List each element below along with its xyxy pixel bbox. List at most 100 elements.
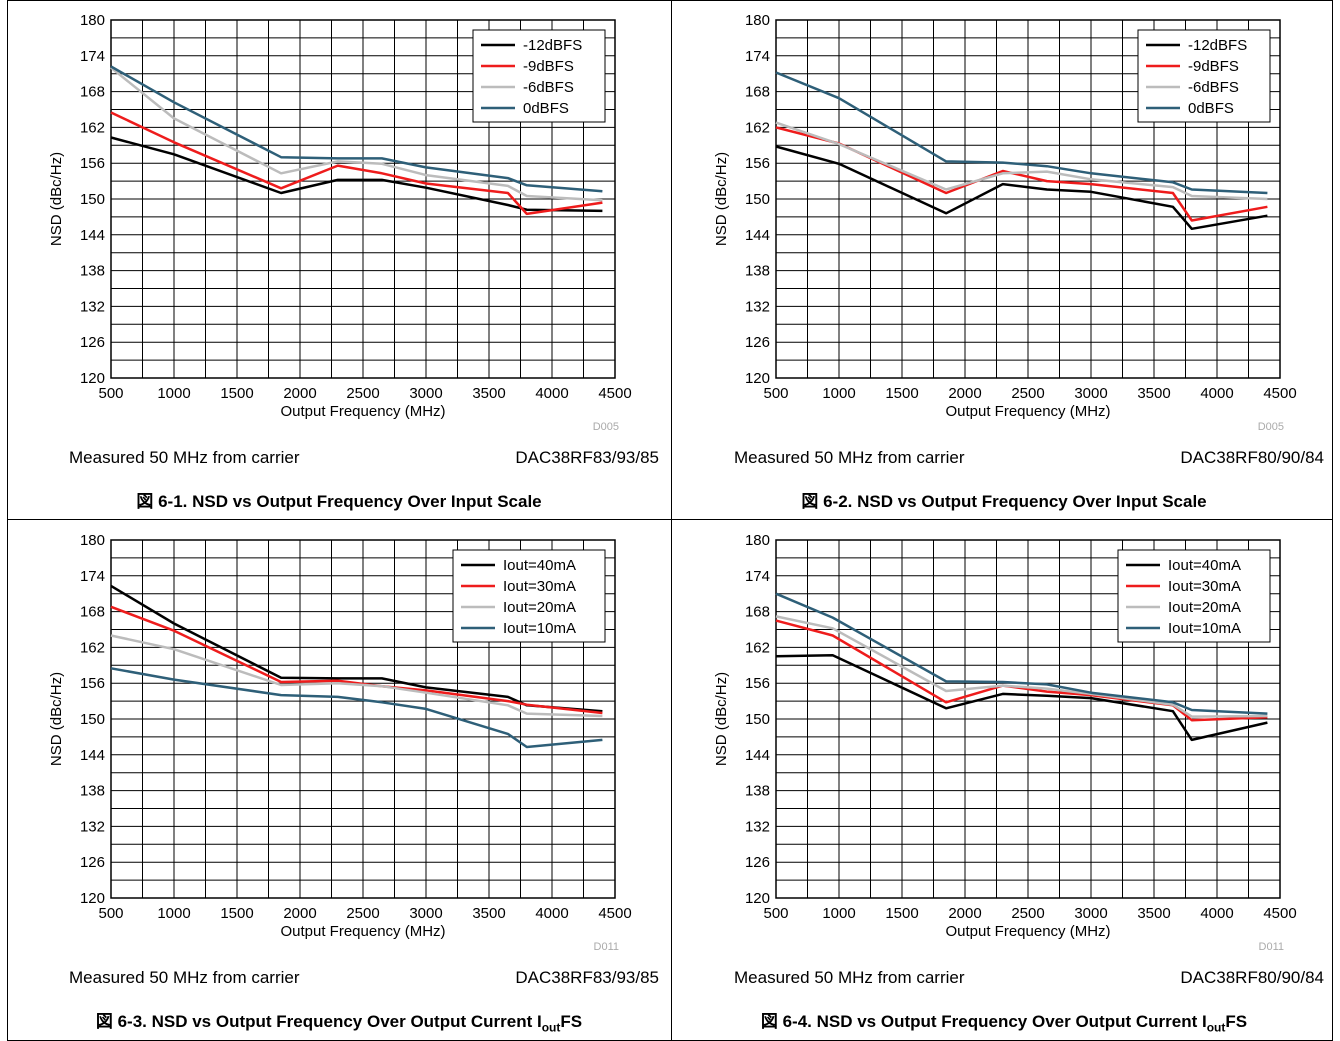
y-tick-label: 150 [80,711,105,728]
y-tick-label: 168 [80,84,105,101]
y-tick-label: 150 [745,711,770,728]
series-line [110,65,603,193]
x-axis-label: Output Frequency (MHz) [945,923,1110,940]
legend-label: -9dBFS [1188,58,1239,75]
footnote-part-numbers: DAC38RF83/93/85 [515,968,659,987]
series-line [775,145,1268,231]
y-tick-label: 180 [80,532,105,549]
figure-code: D005 [593,421,619,433]
x-tick-label: 2500 [1011,905,1044,922]
caption-subscript: out [1206,1020,1226,1035]
y-tick-label: 162 [80,119,105,136]
figure-panel-2: 120 126 132 138 144 150 156 162 168 174 180 500 1000… [672,0,1336,519]
x-tick-label: 3000 [1074,905,1107,922]
y-tick-label: 138 [745,263,770,280]
x-tick-label: 1000 [157,905,190,922]
y-tick-label: 132 [745,298,770,315]
y-tick-label: 150 [80,191,105,208]
y-axis-label: NSD (dBc/Hz) [48,152,65,246]
x-tick-label: 2500 [346,385,379,402]
figure-caption: 図 6-4. NSD vs Output Frequency Over Outp… [672,1007,1336,1034]
y-tick-label: 174 [745,48,770,65]
series-line [775,619,1268,722]
x-tick-label: 3000 [409,385,442,402]
series-line [775,615,1268,718]
series-line [110,111,603,216]
caption-text: 図 6-4. NSD vs Output Frequency Over Outp… [760,1012,1207,1031]
y-tick-label: 126 [80,334,105,351]
footnote-measurement: Measured 50 MHz from carrier [734,448,965,467]
figure-caption: 図 6-1. NSD vs Output Frequency Over Inpu… [136,492,542,511]
y-tick-label: 168 [745,604,770,621]
x-tick-label: 4000 [1200,905,1233,922]
grid-divider-horizontal [7,519,1333,520]
legend-label: Iout=10mA [1168,620,1241,637]
y-tick-label: 120 [80,890,105,907]
x-axis-label: Output Frequency (MHz) [280,403,445,420]
legend-label: Iout=10mA [503,620,576,637]
series-line [110,667,603,749]
grid-border-left [7,0,8,1041]
x-tick-label: 2000 [283,385,316,402]
legend-label: 0dBFS [1188,100,1234,117]
footnote-measurement: Measured 50 MHz from carrier [69,448,300,467]
nsd-chart-4: 120 126 132 138 144 150 156 162 168 174 180 500 1000… [713,532,1297,953]
y-tick-label: 138 [80,263,105,280]
y-tick-label: 132 [80,298,105,315]
x-tick-label: 4500 [598,905,631,922]
y-tick-label: 126 [745,334,770,351]
legend-label: Iout=20mA [1168,599,1241,616]
nsd-chart-2: 120 126 132 138 144 150 156 162 168 174 180 500 1000… [713,12,1297,433]
legend-label: Iout=40mA [503,557,576,574]
y-axis-label: NSD (dBc/Hz) [713,152,730,246]
x-tick-label: 1000 [822,385,855,402]
x-tick-label: 3500 [472,385,505,402]
grid-border-top [7,0,1333,1]
caption-subscript: out [541,1020,561,1035]
x-axis-label: Output Frequency (MHz) [280,923,445,940]
footnote-measurement: Measured 50 MHz from carrier [734,968,965,987]
x-tick-label: 4500 [1263,905,1296,922]
x-tick-label: 1500 [885,385,918,402]
grid-divider-vertical [671,0,672,1041]
series-line [775,121,1268,201]
x-tick-label: 4500 [1263,385,1296,402]
y-tick-label: 120 [80,370,105,387]
y-axis-label: NSD (dBc/Hz) [48,672,65,766]
x-tick-label: 500 [763,905,788,922]
caption-text: 図 6-3. NSD vs Output Frequency Over Outp… [95,1012,542,1031]
legend-label: -6dBFS [1188,79,1239,96]
y-tick-label: 156 [80,155,105,172]
plot-border [775,539,1281,899]
figure-panel-3: 120 126 132 138 144 150 156 162 168 174 180 500 1000… [7,520,671,1039]
y-tick-label: 132 [745,818,770,835]
y-tick-label: 150 [745,191,770,208]
x-tick-label: 500 [98,385,123,402]
legend-label: -12dBFS [523,37,582,54]
x-tick-label: 1500 [885,905,918,922]
legend-label: Iout=30mA [503,578,576,595]
series-line [775,653,1268,742]
figure-panel-4: 120 126 132 138 144 150 156 162 168 174 180 500 1000… [672,520,1336,1039]
legend-label: Iout=30mA [1168,578,1241,595]
legend-label: Iout=40mA [1168,557,1241,574]
y-tick-label: 162 [80,639,105,656]
y-tick-label: 144 [80,227,105,244]
y-tick-label: 174 [80,568,105,585]
x-tick-label: 1000 [157,385,190,402]
x-axis-label: Output Frequency (MHz) [945,403,1110,420]
x-tick-label: 500 [763,385,788,402]
figure-code: D011 [1259,941,1284,953]
y-axis-label: NSD (dBc/Hz) [713,672,730,766]
y-tick-label: 144 [80,747,105,764]
y-tick-label: 168 [745,84,770,101]
y-tick-label: 120 [745,370,770,387]
y-tick-label: 144 [745,227,770,244]
x-tick-label: 4000 [535,385,568,402]
x-tick-label: 3500 [472,905,505,922]
x-tick-label: 3500 [1137,905,1170,922]
footnote-part-numbers: DAC38RF83/93/85 [515,448,659,467]
x-tick-label: 4000 [1200,385,1233,402]
x-tick-label: 4500 [598,385,631,402]
x-tick-label: 2500 [346,905,379,922]
